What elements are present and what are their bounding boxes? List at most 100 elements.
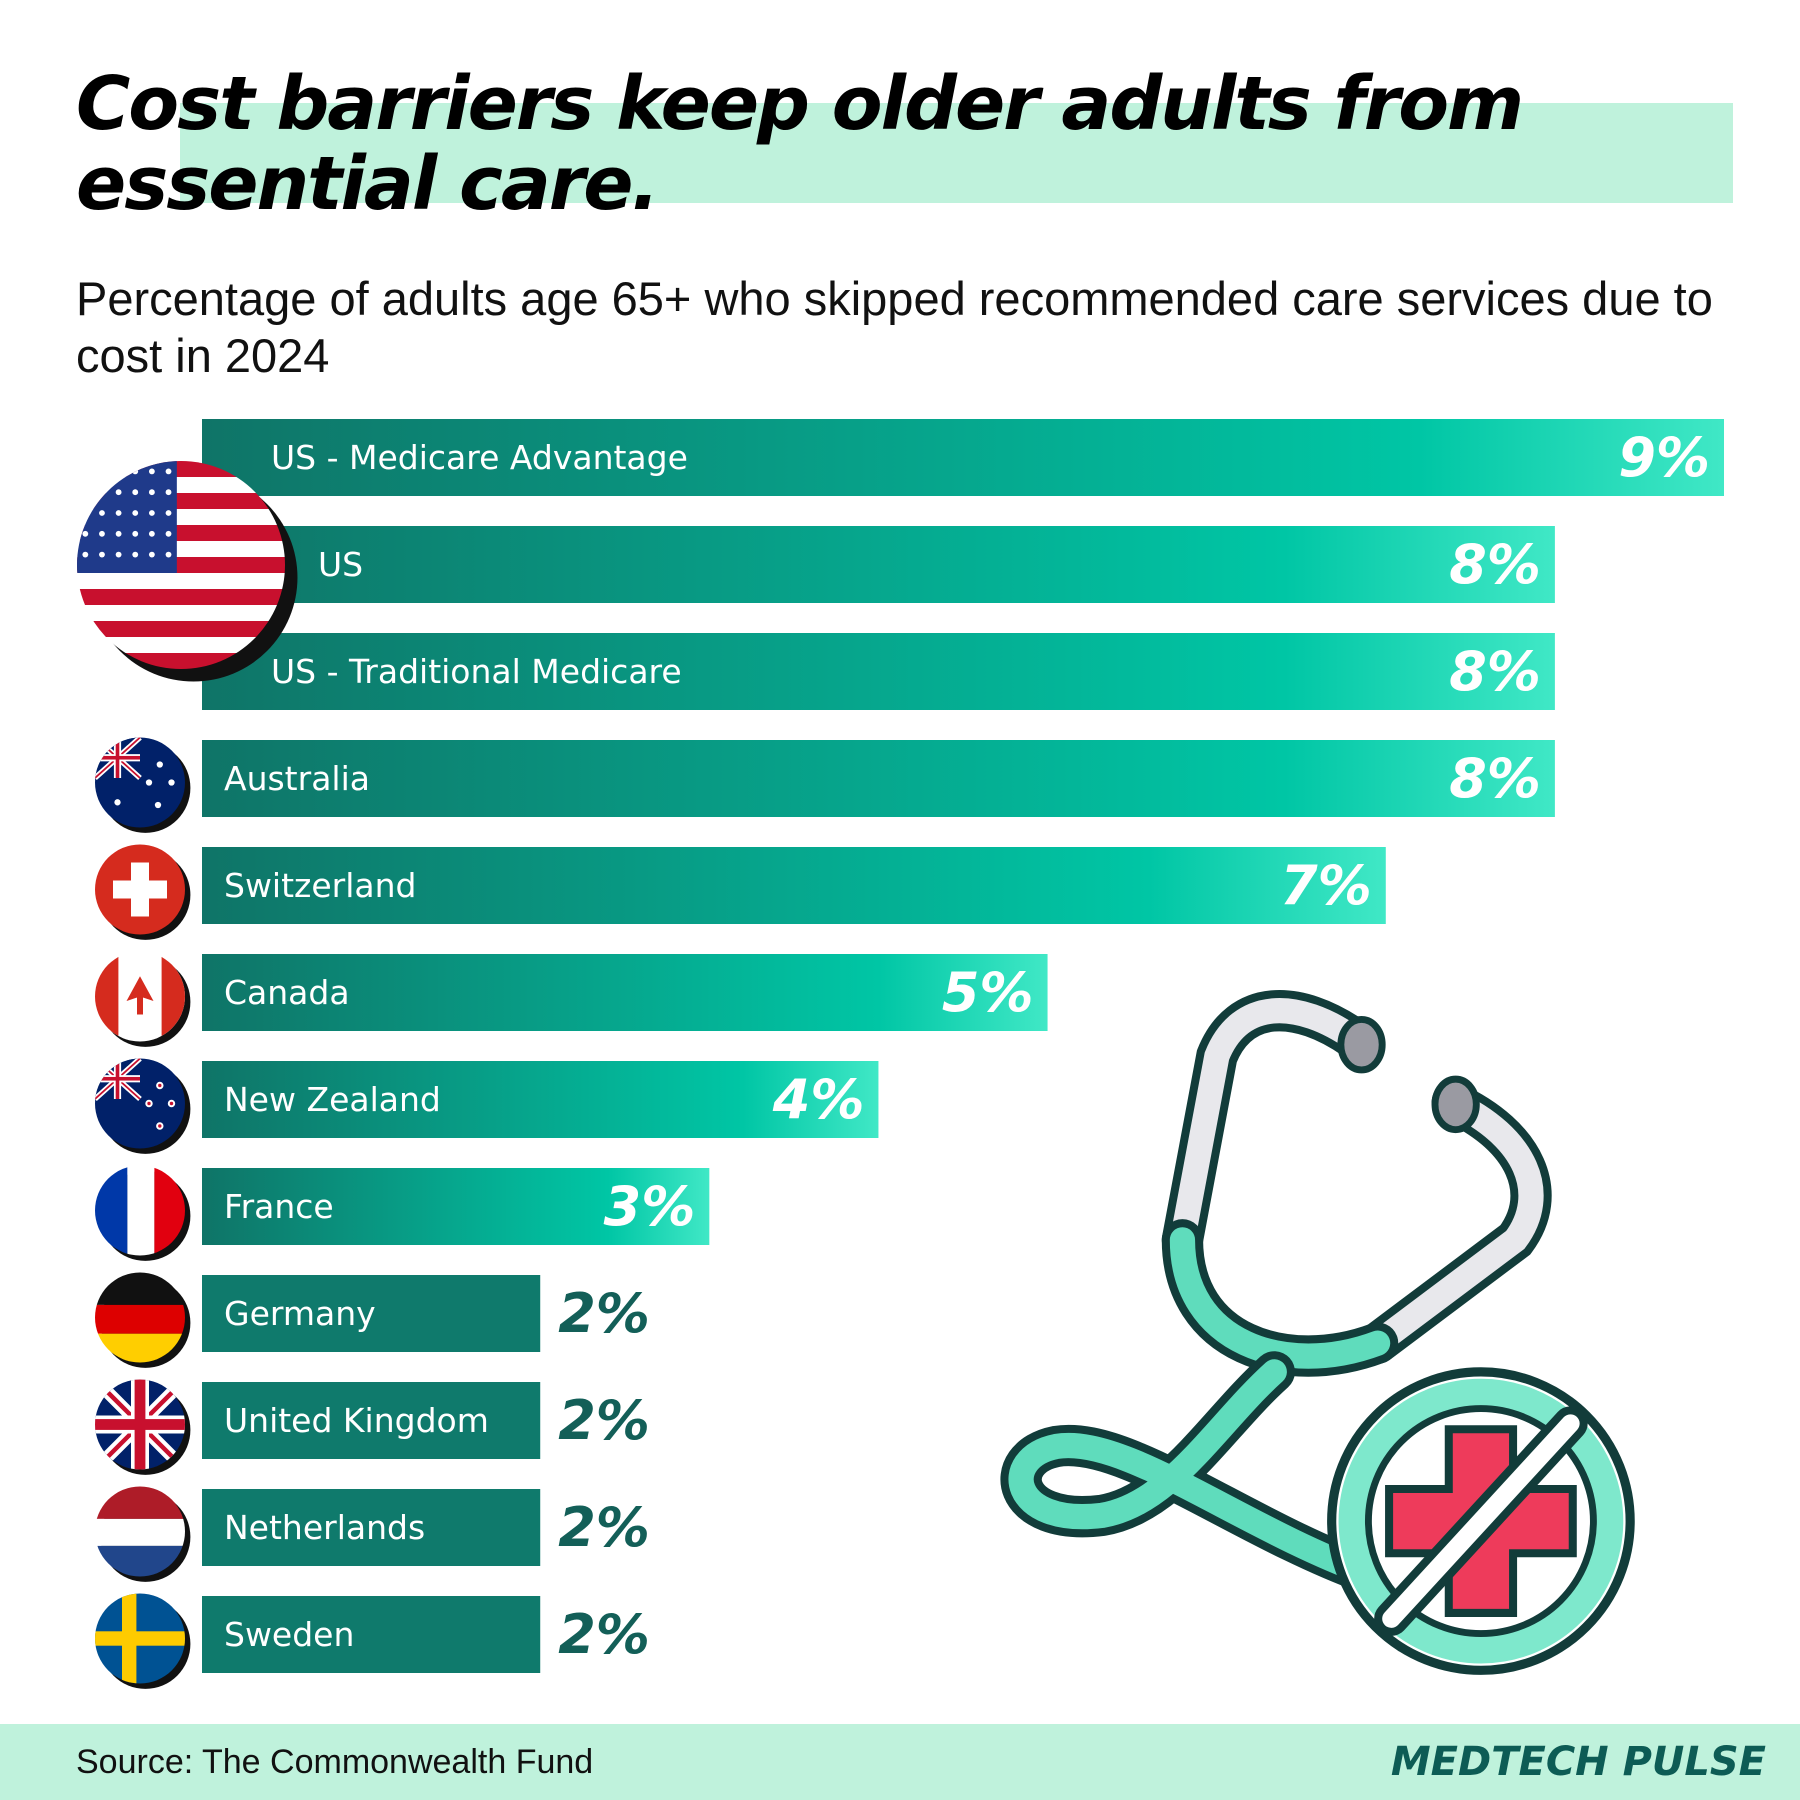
- flag-part: [99, 530, 105, 537]
- flag-part: [156, 761, 163, 768]
- footer-band: [0, 1724, 1800, 1800]
- flag-part: [77, 605, 285, 621]
- bar: [202, 954, 1048, 1031]
- flag-part: [126, 976, 154, 1015]
- flag: [95, 1165, 191, 1261]
- flag-part: [132, 510, 139, 516]
- chart-subtitle: Percentage of adults age 65+ who skipped…: [76, 272, 1713, 382]
- value-label: 2%: [558, 1603, 650, 1666]
- flag: [95, 1058, 191, 1154]
- flag-part: [165, 551, 172, 558]
- flag: [95, 1272, 191, 1368]
- bar: [202, 1168, 710, 1245]
- flag-part: [82, 489, 89, 496]
- bars: US - Medicare Advantage 9% US 8% US - Tradit…: [202, 419, 1724, 1673]
- flag: [95, 1379, 191, 1475]
- flag-part: [99, 551, 105, 558]
- flag-part: [132, 489, 139, 496]
- flag-part: [145, 1099, 153, 1108]
- flag-part: [95, 755, 140, 760]
- flag-part: [165, 489, 172, 496]
- flag-part: [145, 779, 153, 786]
- flag-part: [115, 468, 122, 475]
- flag-part: [132, 530, 139, 537]
- flag-part: [167, 1099, 176, 1108]
- flag-part: [82, 551, 89, 558]
- flag-part: [156, 1122, 164, 1130]
- flag-part: [148, 530, 155, 537]
- flag-part: [77, 589, 285, 605]
- bar: [202, 419, 1724, 496]
- flag-part: [95, 1486, 185, 1519]
- flag-part: [82, 530, 89, 537]
- flag-part: [95, 1419, 185, 1430]
- flag: [95, 951, 191, 1047]
- flag-part: [95, 1165, 128, 1256]
- flag: [95, 1593, 191, 1689]
- value-label: 4%: [772, 1068, 865, 1131]
- flag-face: [95, 737, 185, 828]
- category-label: Germany: [224, 1294, 376, 1333]
- flag-part: [132, 468, 139, 475]
- value-label: 9%: [1618, 426, 1710, 489]
- value-label: 2%: [558, 1496, 650, 1559]
- bar: [202, 633, 1555, 710]
- flag-part: [95, 1518, 185, 1546]
- bar: [202, 1061, 879, 1138]
- chart-title: Cost barriers keep older adults from ess…: [76, 61, 1524, 227]
- flag-part: [77, 637, 285, 653]
- value-label: 3%: [604, 1175, 696, 1238]
- bar: [202, 847, 1386, 924]
- category-label: US - Medicare Advantage: [271, 438, 688, 477]
- category-label: US: [318, 545, 363, 584]
- flag-part: [168, 779, 175, 786]
- flag-face: [95, 1272, 185, 1363]
- flag-part: [95, 1304, 185, 1334]
- category-label: US - Traditional Medicare: [271, 652, 682, 691]
- category-label: United Kingdom: [224, 1401, 489, 1440]
- value-label: 2%: [558, 1282, 650, 1345]
- category-label: Switzerland: [224, 866, 417, 905]
- flag-part: [82, 468, 89, 475]
- value-label: 8%: [1449, 640, 1541, 703]
- title-highlight: [180, 103, 1733, 203]
- flag-face: [95, 951, 185, 1042]
- bar: [202, 740, 1555, 817]
- flag: [95, 1486, 191, 1582]
- flag-face: [95, 1058, 185, 1149]
- flag-part: [77, 461, 177, 573]
- flag-part: [115, 530, 122, 537]
- category-label: Sweden: [224, 1615, 354, 1654]
- flag-part: [82, 510, 89, 516]
- value-label: 7%: [1280, 854, 1372, 917]
- category-label: Canada: [224, 973, 350, 1012]
- flag-part: [99, 489, 105, 496]
- flag-part: [127, 1165, 155, 1256]
- bar: [202, 1275, 541, 1352]
- flag-face: [95, 1486, 185, 1577]
- flag-face: [95, 1165, 185, 1256]
- flag-part: [165, 530, 172, 537]
- flag-part: [99, 510, 105, 516]
- stethoscope-illustration: [1000, 990, 1635, 1675]
- flag: [95, 844, 191, 940]
- flag-face: [95, 1379, 185, 1470]
- flag-part: [148, 489, 155, 496]
- flag-part: [114, 799, 121, 806]
- source: Source: The Commonwealth Fund: [76, 1743, 593, 1781]
- flag-part: [115, 551, 122, 558]
- flag: [95, 737, 191, 833]
- flag-face: [77, 461, 285, 669]
- bar: [202, 526, 1555, 603]
- value-label: 8%: [1449, 533, 1541, 596]
- flag-part: [77, 573, 285, 589]
- flag-part: [156, 1081, 164, 1090]
- category-label: New Zealand: [224, 1080, 441, 1119]
- flag-part: [165, 510, 172, 516]
- flag-part: [148, 468, 155, 475]
- flag-part: [95, 1076, 140, 1081]
- value-label: 2%: [558, 1389, 650, 1452]
- bar: [202, 1596, 541, 1673]
- flag-part: [115, 510, 122, 516]
